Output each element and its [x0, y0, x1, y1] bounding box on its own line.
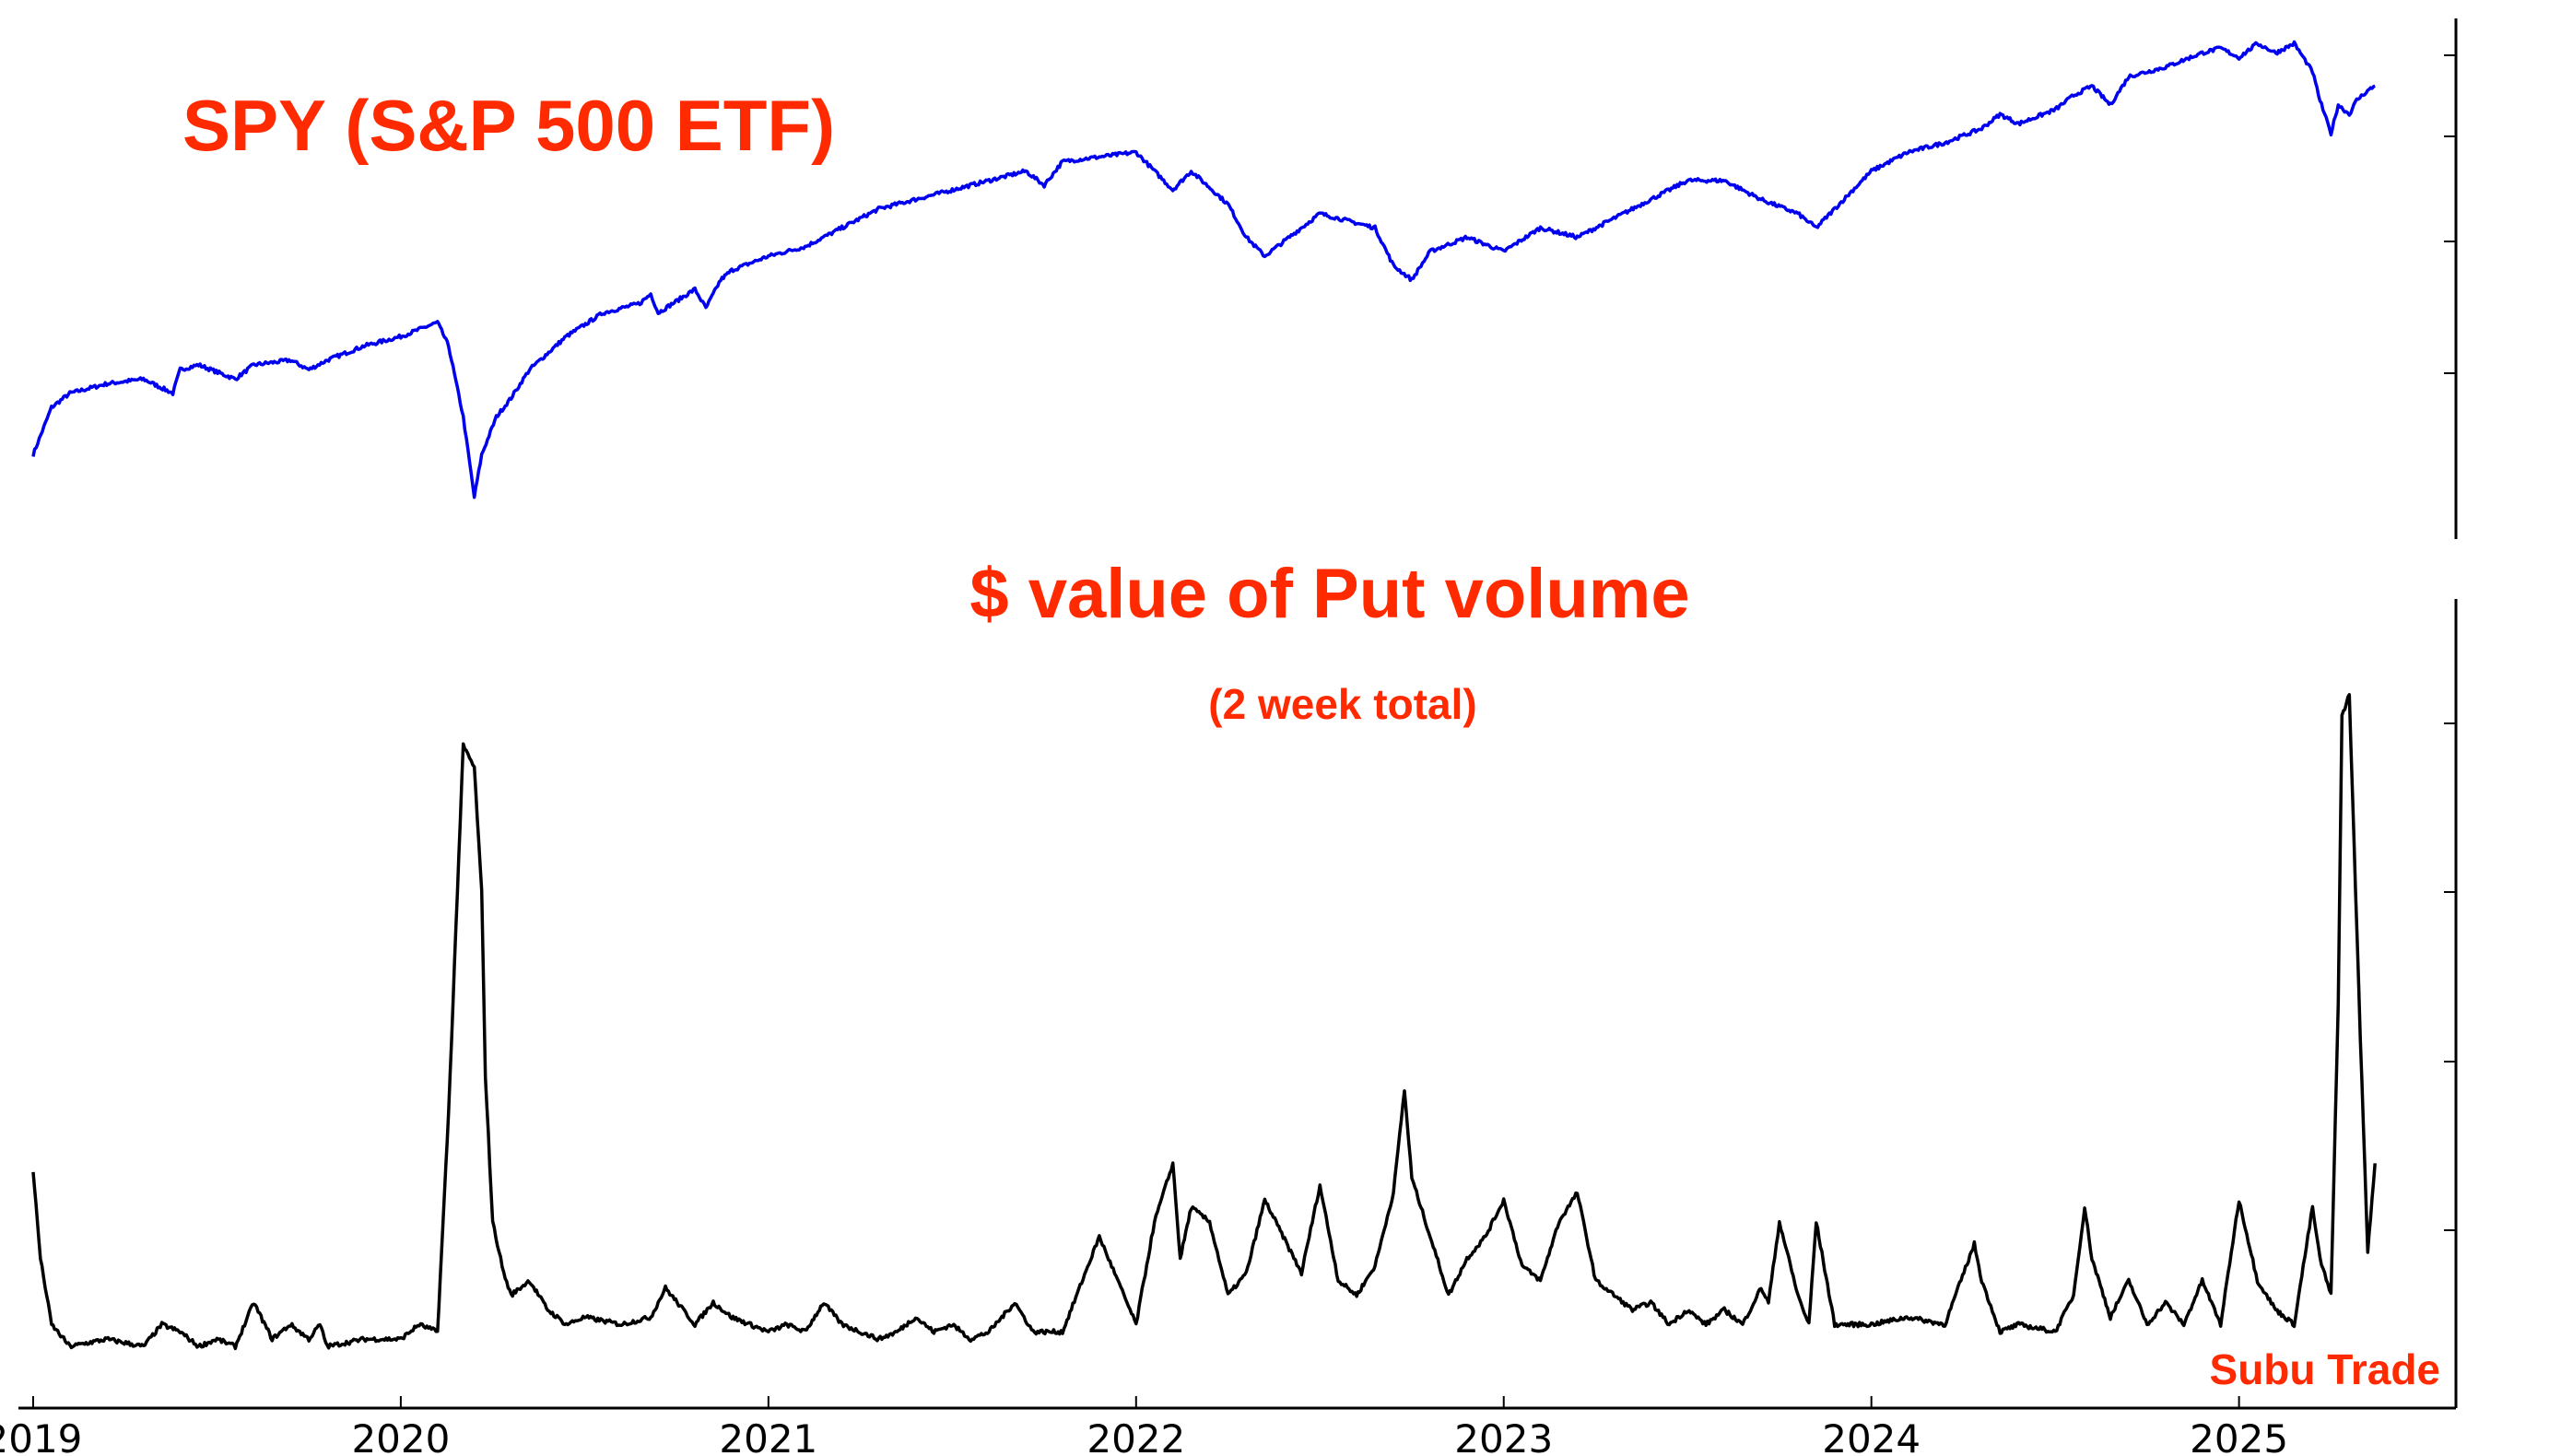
x-tick-label: 2019 [0, 1416, 82, 1456]
x-tick-label: 2023 [1454, 1416, 1553, 1456]
spy-price-panel [31, 18, 2458, 539]
spy-price-line [31, 40, 2376, 499]
x-tick-label: 2022 [1087, 1416, 1185, 1456]
x-tick-label: 2021 [719, 1416, 817, 1456]
put-volume-panel: 2019 2020 2021 2022 2023 2024 2025 [0, 599, 2458, 1456]
x-tick-label: 2024 [1822, 1416, 1921, 1456]
put-volume-subtitle: (2 week total) [1208, 680, 1476, 728]
put-volume-line [31, 693, 2377, 1351]
put-volume-title: $ value of Put volume [969, 555, 1689, 633]
brand-watermark: Subu Trade [2210, 1345, 2440, 1393]
spy-title: SPY (S&P 500 ETF) [182, 85, 835, 166]
x-tick-label: 2025 [2190, 1416, 2288, 1456]
x-tick-label: 2020 [351, 1416, 450, 1456]
